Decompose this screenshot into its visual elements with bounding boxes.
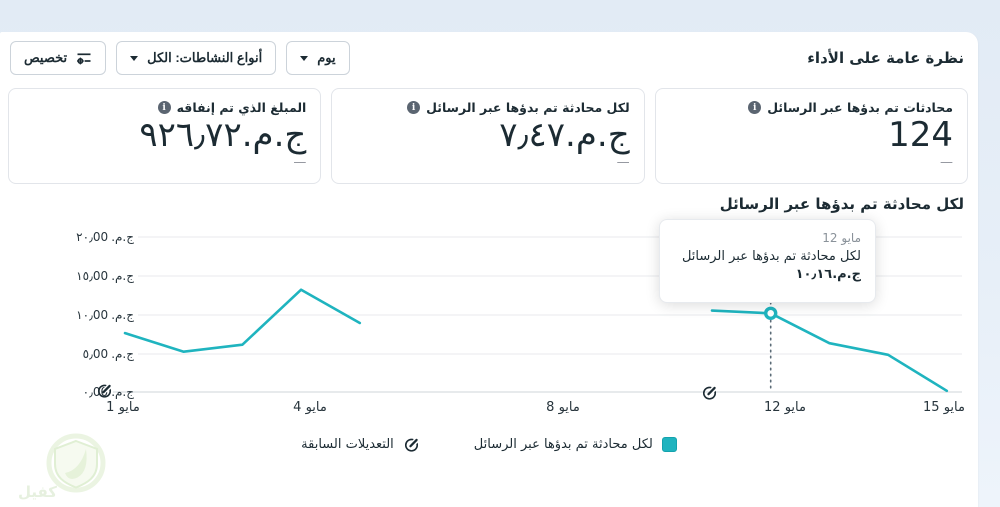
day-dropdown[interactable]: يوم bbox=[286, 41, 350, 75]
y-axis-tick: ١٥٫00 ج.م. bbox=[56, 267, 134, 285]
x-axis-tick: 15 مايو bbox=[923, 400, 965, 415]
y-tick-currency: ج.م. bbox=[111, 308, 134, 322]
panel-header: نظرة عامة على الأداء يوم أنواع النشاطات:… bbox=[10, 38, 964, 78]
y-axis-tick: ٢٠٫00 ج.م. bbox=[56, 228, 134, 246]
edit-marker-icon bbox=[403, 436, 420, 453]
y-axis-tick: ٠٫00 ج.م. bbox=[56, 383, 134, 401]
x-axis-tick: 4 مايو bbox=[293, 400, 327, 415]
performance-overview-panel: نظرة عامة على الأداء يوم أنواع النشاطات:… bbox=[0, 32, 978, 507]
y-axis-tick: ١٠٫00 ج.م. bbox=[56, 306, 134, 324]
y-tick-currency: ج.م. bbox=[111, 347, 134, 361]
legend-label: لكل محادثة تم بدؤها عبر الرسائل bbox=[473, 437, 653, 452]
legend-item-series[interactable]: لكل محادثة تم بدؤها عبر الرسائل bbox=[474, 437, 677, 452]
legend-item-previous-edits[interactable]: التعديلات السابقة bbox=[301, 436, 420, 453]
metric-secondary: — bbox=[293, 155, 307, 171]
edit-marker-icon[interactable] bbox=[96, 382, 113, 399]
metric-card-amount-spent: المبلغ الذي تم إنفاقه i ج.م.٩٢٦٫٧٢ — bbox=[8, 88, 322, 184]
activity-types-label: أنواع النشاطات: الكل bbox=[147, 50, 263, 65]
chart-title: لكل محادثة تم بدؤها عبر الرسائل bbox=[719, 195, 964, 213]
chart-line-segment bbox=[123, 288, 362, 353]
customize-button[interactable]: تخصيص bbox=[10, 41, 107, 75]
chevron-down-icon bbox=[130, 55, 139, 61]
y-tick-amount: ١٥٫00 bbox=[76, 269, 109, 283]
chart-series bbox=[123, 288, 949, 393]
metric-card-cost-per-conversation: لكل محادثة تم بدؤها عبر الرسائل i ج.م.٧٫… bbox=[331, 88, 645, 184]
tooltip-label: لكل محادثة تم بدؤها عبر الرسائل bbox=[681, 249, 861, 264]
info-icon[interactable]: i bbox=[157, 101, 171, 114]
metric-label: المبلغ الذي تم إنفاقه bbox=[176, 100, 307, 115]
page-title: نظرة عامة على الأداء bbox=[807, 49, 964, 67]
y-tick-currency: ج.م. bbox=[111, 385, 134, 399]
customize-icon bbox=[76, 50, 92, 66]
x-axis-tick: 12 مايو bbox=[764, 400, 806, 415]
chart-line-segment bbox=[710, 309, 949, 393]
chart-tooltip: 12 مايو لكل محادثة تم بدؤها عبر الرسائل … bbox=[659, 219, 876, 303]
highlighted-data-point[interactable] bbox=[764, 306, 778, 321]
y-axis-tick: ٥٫00 ج.م. bbox=[56, 345, 134, 363]
legend-label: التعديلات السابقة bbox=[301, 437, 394, 452]
x-axis-tick: 8 مايو bbox=[546, 400, 580, 415]
edit-marker-icon[interactable] bbox=[701, 384, 718, 401]
metric-cards-row: محادثات تم بدؤها عبر الرسائل i 124 — لكل… bbox=[8, 88, 968, 184]
y-tick-currency: ج.م. bbox=[111, 230, 134, 244]
metric-label: محادثات تم بدؤها عبر الرسائل bbox=[767, 100, 953, 115]
metric-value: 124 bbox=[888, 115, 953, 155]
y-tick-amount: ١٠٫00 bbox=[76, 308, 109, 322]
info-icon[interactable]: i bbox=[748, 101, 762, 114]
info-icon[interactable]: i bbox=[407, 101, 421, 114]
line-chart: ٢٠٫00 ج.م. ١٥٫00 ج.م. ١٠٫00 ج.م. ٥٫00 ج.… bbox=[0, 32, 978, 507]
y-tick-amount: ٥٫00 bbox=[82, 347, 109, 361]
y-tick-amount: ٢٠٫00 bbox=[76, 230, 109, 244]
series-color-swatch bbox=[661, 437, 677, 452]
day-dropdown-label: يوم bbox=[317, 50, 336, 65]
x-axis-tick: 1 مايو bbox=[106, 400, 140, 415]
metric-label: لكل محادثة تم بدؤها عبر الرسائل bbox=[426, 100, 630, 115]
customize-label: تخصيص bbox=[24, 50, 68, 65]
metric-secondary: — bbox=[940, 155, 953, 171]
metric-secondary: — bbox=[616, 155, 630, 171]
tooltip-value: ج.م.١٠٫١٦ bbox=[795, 267, 861, 282]
metric-value: ج.م.٩٢٦٫٧٢ bbox=[139, 115, 307, 155]
metric-value: ج.م.٧٫٤٧ bbox=[499, 115, 630, 155]
metric-card-conversations: محادثات تم بدؤها عبر الرسائل i 124 — bbox=[654, 88, 968, 184]
chevron-down-icon bbox=[300, 55, 309, 61]
y-tick-currency: ج.م. bbox=[111, 269, 134, 283]
header-controls: يوم أنواع النشاطات: الكل bbox=[10, 41, 350, 75]
tooltip-date: 12 مايو bbox=[822, 231, 861, 245]
activity-types-dropdown[interactable]: أنواع النشاطات: الكل bbox=[116, 41, 277, 75]
chart-legend: لكل محادثة تم بدؤها عبر الرسائل التعديلا… bbox=[0, 436, 978, 453]
